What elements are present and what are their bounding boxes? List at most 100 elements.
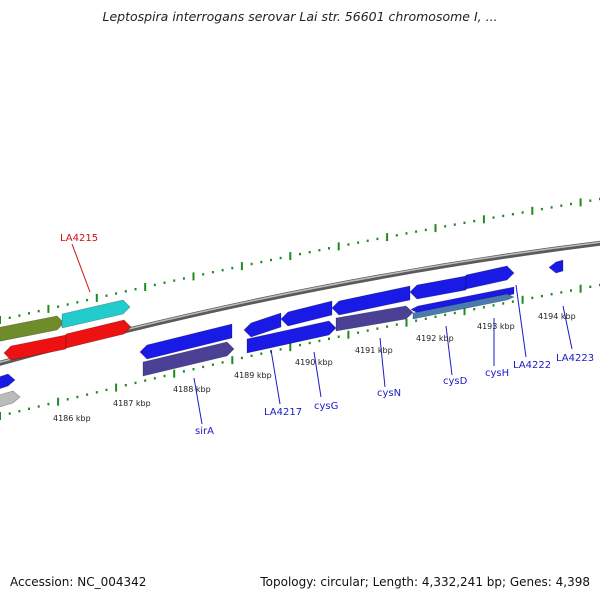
outer-minor-tick [357,241,360,244]
gene-label-cysN[interactable]: cysN [377,388,401,399]
leader-cysG [313,351,322,398]
inner-minor-tick [144,379,147,382]
inner-major-tick [405,318,408,327]
outer-minor-tick [424,228,427,232]
gene-label-cysD[interactable]: cysD [443,376,468,387]
outer-minor-tick [250,262,253,266]
leader-LA4223 [562,305,573,350]
outer-minor-tick [560,204,563,207]
outer-minor-tick [124,290,127,293]
outer-minor-tick [550,206,553,209]
outer-major-tick [0,316,1,324]
inner-major-tick [463,307,466,316]
gene-cysN-upper[interactable] [331,285,411,316]
gene-olive[interactable] [0,315,65,342]
inner-minor-tick [386,325,389,328]
gene-LA4223[interactable] [548,259,564,274]
gene-LA4217-upper[interactable] [243,312,282,338]
leader-LA4215 [71,243,91,293]
outer-minor-tick [211,271,214,274]
gene-red-right[interactable] [65,319,132,349]
leader-LA4222 [515,284,527,358]
outer-major-tick [47,304,50,313]
inner-minor-tick [66,398,69,401]
outer-minor-tick [134,288,137,291]
inner-minor-tick [28,407,30,410]
ruler-label-4191: 4191 kbp [355,346,393,355]
gene-label-LA4222[interactable]: LA4222 [513,360,551,371]
gene-cysN-lower[interactable] [335,305,414,332]
outer-minor-tick [540,207,543,211]
inner-minor-tick [47,402,50,406]
gene-features [0,259,564,408]
gene-LA4217-lower[interactable] [246,320,337,354]
gene-blue-partial[interactable] [0,373,16,390]
outer-major-tick [289,252,292,261]
gene-cysH-upper[interactable] [465,265,515,290]
outer-minor-tick [270,258,272,262]
outer-minor-tick [308,251,311,254]
gene-sirA-lower[interactable] [142,341,235,377]
inner-tick-ring [0,283,600,420]
inner-minor-tick [18,410,21,413]
leader-sirA [193,377,203,425]
inner-minor-tick [279,348,282,351]
outer-minor-tick [57,305,60,308]
gene-cysG[interactable] [280,300,333,327]
inner-minor-tick [37,405,40,408]
inner-minor-tick [299,343,301,347]
inner-minor-tick [434,315,437,318]
inner-minor-tick [415,319,418,322]
outer-minor-tick [318,249,321,252]
inner-minor-tick [260,352,263,355]
gene-sirA-upper[interactable] [139,323,233,360]
inner-minor-tick [502,302,505,305]
inner-minor-tick [240,356,243,360]
gene-cysD-upper[interactable] [409,275,467,300]
leader-LA4217 [270,349,281,405]
ruler-label-4192: 4192 kbp [416,334,454,343]
gene-cysH-lower[interactable] [412,293,515,320]
gene-label-cysG[interactable]: cysG [314,401,338,412]
inner-major-tick [231,356,234,365]
leader-cysN [379,337,386,388]
outer-minor-tick [415,230,418,233]
outer-minor-tick [153,283,156,287]
outer-minor-tick [279,256,282,260]
outer-major-tick [144,283,147,291]
gene-label-LA4217[interactable]: LA4217 [264,407,302,418]
gene-label-LA4215[interactable]: LA4215 [60,233,98,244]
map-title: Leptospira interrogans serovar Lai str. … [102,9,498,24]
outer-major-tick [531,206,534,215]
inner-minor-tick [308,341,311,345]
inner-minor-tick [8,412,11,415]
outer-major-tick [95,293,98,302]
outer-minor-tick [231,266,234,270]
inner-minor-tick [86,393,89,396]
outer-minor-tick [347,243,350,246]
inner-minor-tick [221,361,224,364]
gene-grey-partial[interactable] [0,390,21,408]
inner-minor-tick [192,368,195,371]
inner-major-tick [57,397,60,406]
outer-minor-tick [173,279,176,282]
outer-minor-tick [115,292,118,295]
inner-minor-tick [366,329,369,332]
inner-major-tick [0,412,1,420]
gene-cyan[interactable] [61,299,131,329]
outer-minor-tick [492,216,495,219]
inner-minor-tick [211,363,214,366]
inner-minor-tick [182,370,185,373]
inner-major-tick [347,330,350,339]
gene-red-left[interactable] [3,334,67,361]
gene-label-sirA[interactable]: sirA [195,426,214,437]
outer-minor-tick [511,213,514,216]
outer-minor-tick [473,219,476,223]
outer-minor-tick [453,223,456,226]
gene-label-cysH[interactable]: cysH [485,368,509,379]
gene-label-LA4223[interactable]: LA4223 [556,353,594,364]
inner-minor-tick [124,384,127,387]
inner-major-tick [173,369,176,378]
inner-major-tick [579,284,582,293]
